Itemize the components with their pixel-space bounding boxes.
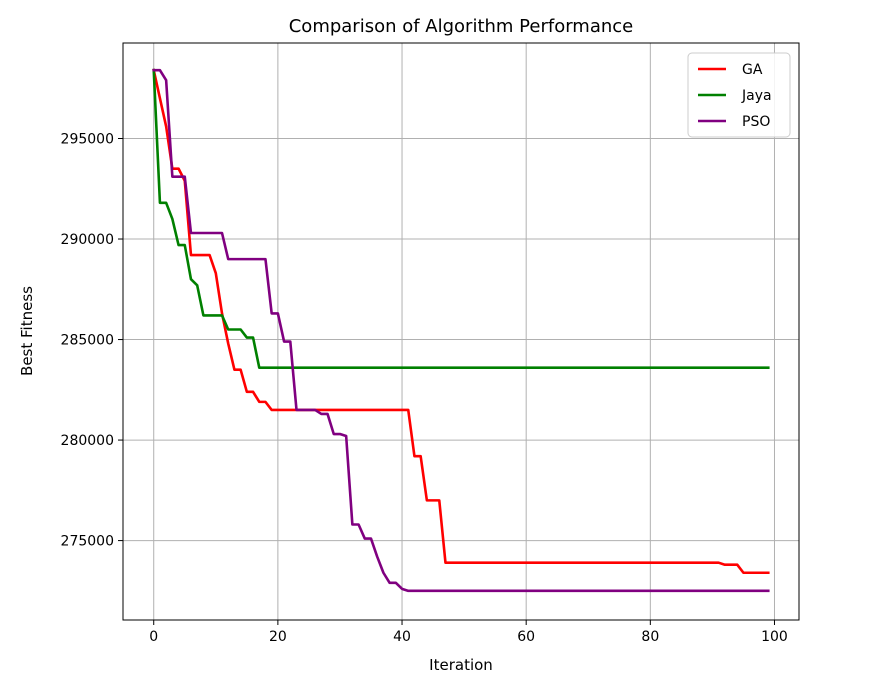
y-tick-label: 285000 <box>61 333 114 349</box>
x-tick-label: 0 <box>149 629 158 645</box>
y-tick-label: 280000 <box>61 433 114 449</box>
x-tick-label: 20 <box>269 629 287 645</box>
legend-label-pso: PSO <box>742 114 770 130</box>
legend-label-ga: GA <box>742 62 763 78</box>
series-line-pso <box>152 68 770 593</box>
x-tick-label: 80 <box>641 629 659 645</box>
chart-title: Comparison of Algorithm Performance <box>289 16 634 37</box>
x-tick-label: 60 <box>517 629 535 645</box>
x-axis: 0 20 40 60 80 100 <box>149 620 788 645</box>
series-line-jaya <box>152 68 770 369</box>
y-axis: 275000 280000 285000 290000 295000 <box>61 131 123 550</box>
x-tick-label: 40 <box>393 629 411 645</box>
series-lines <box>152 68 770 593</box>
grid <box>123 43 799 620</box>
legend: GA Jaya PSO <box>687 52 791 138</box>
y-axis-label: Best Fitness <box>18 286 36 376</box>
y-tick-label: 275000 <box>61 534 114 550</box>
x-tick-label: 100 <box>761 629 788 645</box>
legend-label-jaya: Jaya <box>741 88 772 104</box>
plot-frame <box>122 42 800 621</box>
x-axis-label: Iteration <box>429 656 493 674</box>
legend-box <box>687 52 791 138</box>
y-tick-label: 290000 <box>61 232 114 248</box>
y-tick-label: 295000 <box>61 131 114 147</box>
series-line-ga <box>152 68 770 575</box>
